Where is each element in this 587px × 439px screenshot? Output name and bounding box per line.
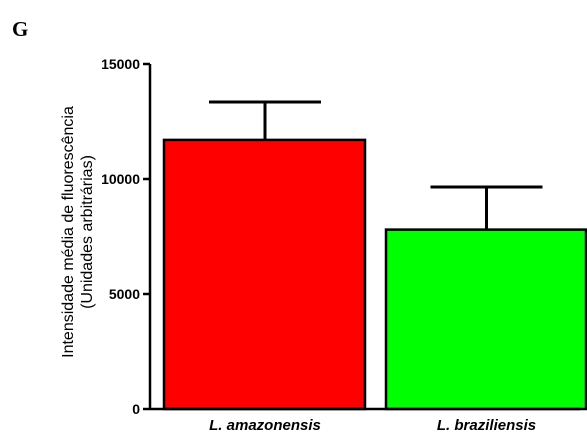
y-axis-title: Intensidade média de fluorescência (Unid… <box>60 106 96 358</box>
y-tick-label-15000: 15000 <box>101 56 140 72</box>
bar-1 <box>162 138 367 411</box>
category-label-2: L. braziliensis <box>437 417 536 434</box>
plot-area: L. amazonensis L. braziliensis 0 5000 10000 1… <box>101 56 587 434</box>
panel-label: G <box>12 17 28 41</box>
category-label-1: L. amazonensis <box>209 417 321 434</box>
y-tick-label-0: 0 <box>132 401 140 417</box>
y-tick-label-5000: 5000 <box>109 286 140 302</box>
y-tick-label-10000: 10000 <box>101 171 140 187</box>
bar-2 <box>384 228 587 411</box>
y-axis-title-line-2: (Unidades arbitrárias) <box>79 155 96 309</box>
y-axis-title-line-1: Intensidade média de fluorescência <box>60 106 77 358</box>
